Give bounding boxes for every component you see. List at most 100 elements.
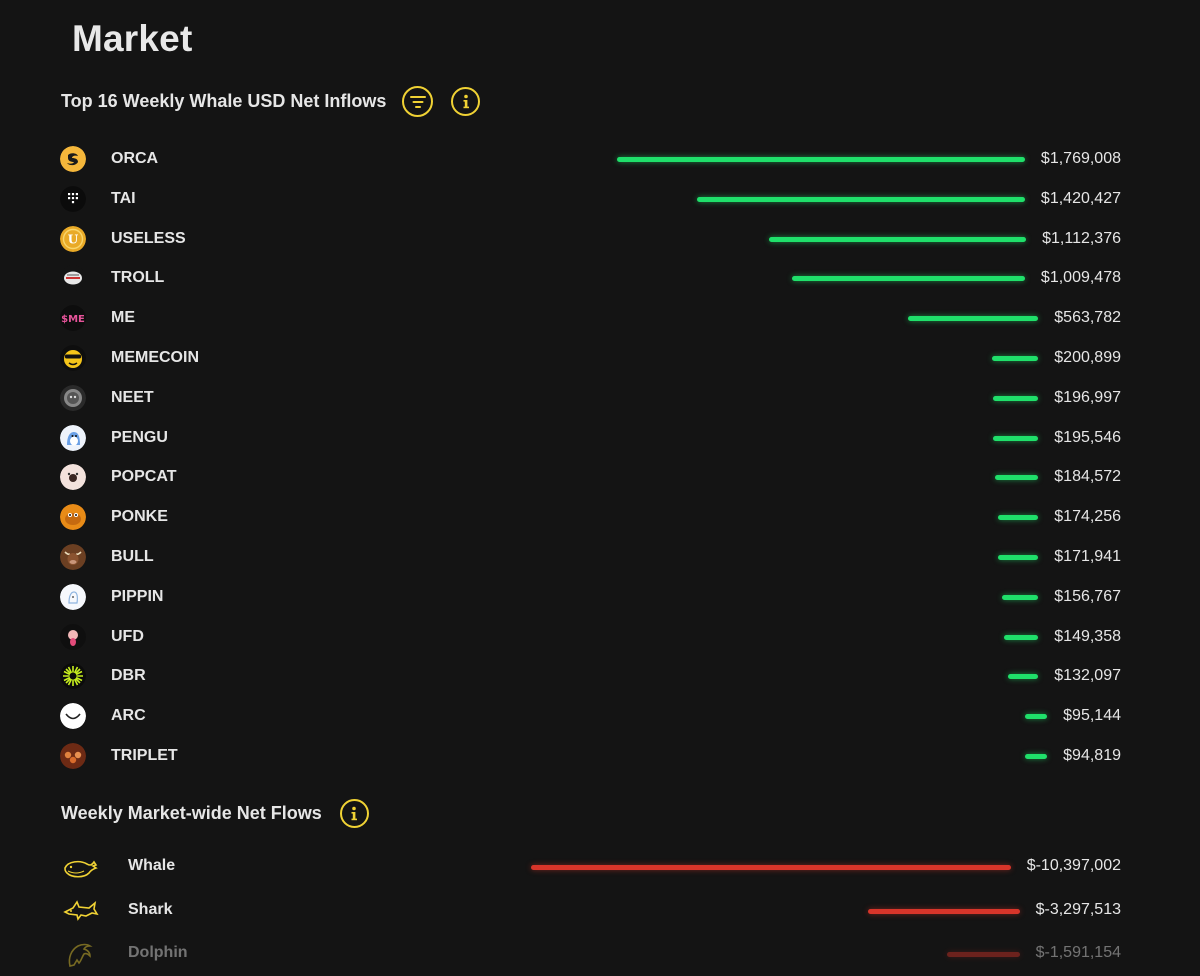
token-name: POPCAT [111,468,177,486]
inflow-row[interactable]: NEET $196,997 [0,378,1200,418]
inflow-bar [1007,674,1038,680]
token-name: PIPPIN [111,587,164,605]
triplet-icon [60,743,86,769]
inflow-row[interactable]: MEMECOIN $200,899 [0,338,1200,378]
arc-icon [60,703,86,730]
inflow-bar [697,196,1025,202]
flow-bar [531,865,1011,870]
token-name: USELESS [111,229,186,247]
inflow-bar [997,515,1038,521]
svg-text:U: U [68,232,79,246]
inflow-bar [617,157,1025,162]
neet-icon [60,384,86,411]
inflow-value: $563,782 [1054,309,1121,327]
info-icon[interactable] [451,87,481,116]
flow-value: $-10,397,002 [1026,857,1121,874]
dbr-icon [60,663,86,690]
inflows-header: Top 16 Weekly Whale USD Net Inflows [61,86,481,117]
memecoin-icon [60,345,86,371]
inflow-value: $156,767 [1054,587,1121,605]
flows-title: Weekly Market-wide Net Flows [61,803,322,823]
token-name: ORCA [111,150,159,167]
inflow-value: $1,112,376 [1042,229,1121,247]
inflow-row[interactable]: UFD $149,358 [0,617,1200,657]
shark-icon [62,897,102,925]
inflow-bar [907,316,1038,322]
token-name: ME [111,309,135,327]
info-icon[interactable] [339,799,369,828]
token-name: TROLL [111,269,165,287]
useless-icon: U [60,225,86,252]
flows-header: Weekly Market-wide Net Flows [61,799,369,828]
flow-row[interactable]: Whale $-10,397,002 [0,845,1200,889]
inflow-value: $1,769,008 [1040,150,1121,167]
inflow-value: $132,097 [1054,667,1121,685]
inflow-value: $95,144 [1063,707,1121,725]
inflow-row[interactable]: ARC $95,144 [0,696,1200,736]
inflow-row[interactable]: BULL $171,941 [0,537,1200,577]
token-name: MEMECOIN [111,349,199,366]
inflow-value: $149,358 [1054,627,1121,645]
me-icon: $ME [60,305,86,332]
token-name: TAI [111,189,136,207]
inflow-value: $200,899 [1054,349,1121,366]
inflow-bar [769,236,1026,242]
flow-row[interactable]: Shark $-3,297,513 [0,889,1200,933]
inflow-value: $174,256 [1054,508,1121,526]
inflows-title: Top 16 Weekly Whale USD Net Inflows [61,91,387,111]
inflow-bar [1025,754,1047,759]
orca-icon [60,146,86,172]
troll-icon [60,265,86,292]
flow-name: Dolphin [128,944,188,961]
pippin-icon [60,583,86,610]
popcat-icon [60,464,86,491]
flow-name: Shark [128,900,173,918]
inflow-row[interactable]: ORCA $1,769,008 [0,139,1200,179]
inflow-row[interactable]: U USELESS $1,112,376 [0,219,1200,259]
inflow-bar [1003,634,1038,640]
inflow-bar [1001,594,1038,600]
tai-icon [60,185,86,212]
flow-bar [867,908,1020,914]
token-name: PENGU [111,428,168,446]
inflow-value: $184,572 [1054,468,1121,486]
svg-text:$ME: $ME [61,314,85,325]
inflow-value: $1,009,478 [1040,269,1121,287]
flow-value: $-3,297,513 [1035,900,1121,918]
inflow-value: $1,420,427 [1040,189,1121,207]
inflow-row[interactable]: TAI $1,420,427 [0,179,1200,219]
inflow-value: $171,941 [1054,548,1121,565]
inflow-row[interactable]: POPCAT $184,572 [0,457,1200,497]
inflow-value: $196,997 [1054,388,1121,406]
inflow-bar [998,555,1038,560]
ponke-icon [60,504,86,531]
flow-value: $-1,591,154 [1035,944,1121,961]
token-name: BULL [111,548,154,565]
inflow-bar [995,475,1038,481]
token-name: UFD [111,627,144,645]
inflow-value: $94,819 [1063,747,1121,764]
pengu-icon [60,424,86,451]
inflow-bar [991,356,1038,361]
dolphin-icon [62,940,102,968]
inflow-row[interactable]: DBR $132,097 [0,656,1200,696]
inflow-bar [1025,714,1047,720]
inflow-row[interactable]: PIPPIN $156,767 [0,577,1200,617]
flow-name: Whale [128,857,176,874]
page-title: Market [72,18,193,59]
flow-bar [946,952,1020,957]
flow-row[interactable]: Dolphin $-1,591,154 [0,932,1200,976]
filter-icon[interactable] [402,86,434,117]
inflow-row[interactable]: TROLL $1,009,478 [0,258,1200,298]
token-name: TRIPLET [111,747,178,764]
token-name: PONKE [111,508,168,526]
token-name: DBR [111,667,146,685]
token-name: NEET [111,388,154,406]
inflow-value: $195,546 [1054,428,1121,446]
inflow-row[interactable]: PENGU $195,546 [0,418,1200,458]
inflow-row[interactable]: TRIPLET $94,819 [0,736,1200,776]
inflow-row[interactable]: PONKE $174,256 [0,497,1200,537]
token-name: ARC [111,707,146,725]
inflow-row[interactable]: $ME ME $563,782 [0,298,1200,338]
inflow-bar [992,395,1038,401]
